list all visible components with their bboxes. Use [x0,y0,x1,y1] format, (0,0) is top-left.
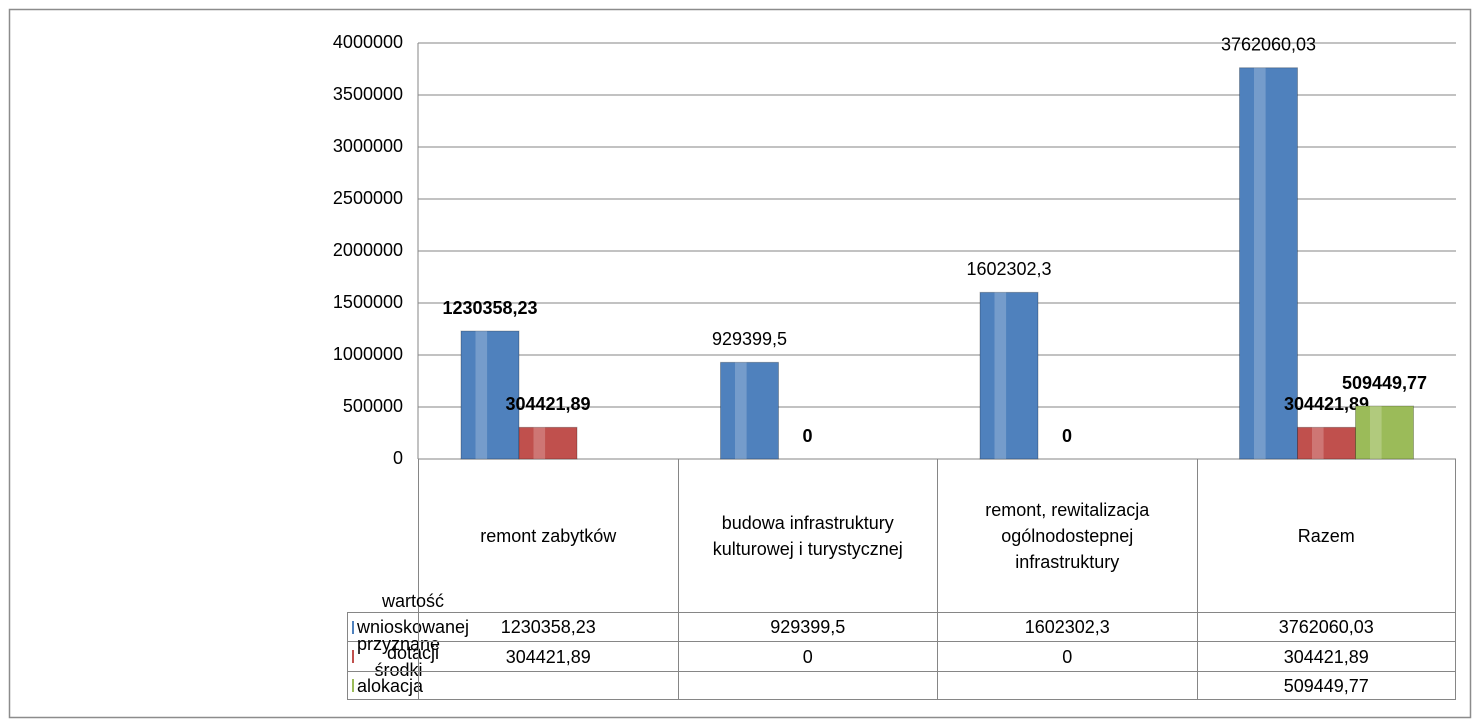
bar-shine [533,427,546,459]
y-tick-label: 3500000 [333,84,403,104]
bar [518,426,578,460]
legend-key [352,650,354,663]
legend-key [352,679,354,692]
legend-key [352,620,354,634]
bar-shine [735,362,747,459]
legend-cell: wartość wnioskowanej dotacji [347,591,469,663]
table-cell: 304421,89 [418,641,678,671]
data-label: 929399,5 [712,329,787,349]
data-label: 1602302,3 [966,259,1051,279]
bar-shine [1312,427,1324,459]
bar [1239,67,1298,460]
data-label: 0 [1062,426,1072,446]
data-label: 3762060,03 [1221,34,1316,54]
bar [1297,426,1356,460]
category-cell: budowa infrastruktury kulturowej i turys… [677,459,938,612]
category-cell: remont zabytków [418,459,678,612]
table-cell: 509449,77 [1196,671,1456,700]
legend-cell: alokacja [347,671,423,700]
category-cell: remont, rewitalizacja ogólnodostepnej in… [937,459,1197,612]
y-tick-label: 4000000 [333,32,403,52]
bar [1355,405,1414,460]
y-tick-label: 2000000 [333,240,403,260]
table-cell: 1602302,3 [937,612,1197,641]
y-tick-label: 0 [393,448,403,468]
table-cell: 0 [677,641,937,671]
table-cell [418,671,678,700]
legend-label: alokacja [357,675,424,696]
bar-shine [1370,406,1382,459]
y-tick-label: 3000000 [333,136,403,156]
category-cell: Razem [1196,459,1456,612]
y-tick-label: 1500000 [333,292,403,312]
data-label: 1230358,23 [442,298,537,318]
table-cell [677,671,937,700]
y-tick-label: 1000000 [333,344,403,364]
legend-label: przyznane środki [357,633,441,680]
chart-border [8,8,1472,719]
data-label: 304421,89 [505,394,590,414]
bar [979,291,1039,460]
data-label: 304421,89 [1284,394,1369,414]
legend-label: wartość wnioskowanej dotacji [357,591,470,663]
y-tick-label: 500000 [343,396,403,416]
y-tick-label: 2500000 [333,188,403,208]
legend-cell: przyznane środki [347,634,440,680]
bar-shine [994,292,1007,459]
table-cell: 1230358,23 [418,612,678,641]
bar-shine [475,331,488,459]
data-label: 0 [802,426,812,446]
table-cell: 929399,5 [677,612,937,641]
table-cell: 3762060,03 [1196,612,1456,641]
table-cell [937,671,1197,700]
table-cell: 304421,89 [1196,641,1456,671]
bar [720,361,779,460]
table-cell: 0 [937,641,1197,671]
bar-shine [1254,67,1266,459]
data-label: 509449,77 [1342,373,1427,393]
bar [460,330,520,460]
